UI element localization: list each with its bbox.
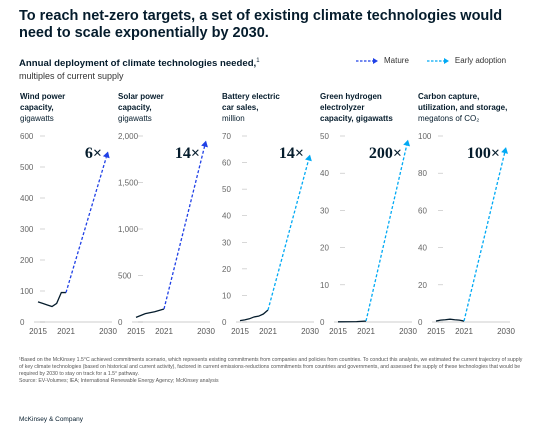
panel-title-line: Solar power xyxy=(118,92,164,101)
y-tick-label: 30 xyxy=(320,206,329,215)
projection-arrowhead xyxy=(403,139,411,147)
legend-item-early: Early adoption xyxy=(426,56,507,65)
panel-title-line: gigawatts xyxy=(20,114,54,123)
y-tick-label: 50 xyxy=(222,185,231,194)
y-tick-label: 80 xyxy=(418,169,427,178)
y-tick-label: 0 xyxy=(222,318,227,327)
y-tick-label: 0 xyxy=(20,318,25,327)
source-text: Source: EV-Volumes; IEA; International R… xyxy=(19,378,219,384)
x-tick-label: 2021 xyxy=(57,327,75,336)
multiplier-label: 200× xyxy=(369,145,402,162)
y-tick-label: 60 xyxy=(418,206,427,215)
y-tick-label: 500 xyxy=(20,163,34,172)
legend-label-early: Early adoption xyxy=(454,56,507,65)
historical-series-line xyxy=(337,320,367,323)
panel-title-line: gigawatts xyxy=(118,114,152,123)
projection-arrowhead xyxy=(501,147,508,154)
brand-logo-text: McKinsey & Company xyxy=(19,416,83,423)
panel-title-line: Wind power xyxy=(20,92,65,101)
multiplier-label: 100× xyxy=(467,145,500,162)
legend-label-mature: Mature xyxy=(384,56,409,65)
legend-swatch-mature xyxy=(356,57,378,64)
x-tick-label: 2015 xyxy=(427,327,445,336)
x-tick-label: 2021 xyxy=(455,327,473,336)
small-multiples-chart: Wind powercapacity,gigawatts010020030040… xyxy=(20,92,515,336)
y-tick-label: 2,000 xyxy=(118,132,139,141)
y-tick-label: 200 xyxy=(20,256,34,265)
legend: Mature Early adoption xyxy=(356,56,524,65)
y-tick-label: 30 xyxy=(222,238,231,247)
x-tick-label: 2015 xyxy=(329,327,347,336)
x-tick-label: 2015 xyxy=(231,327,249,336)
y-tick-label: 0 xyxy=(118,318,123,327)
x-tick-label: 2015 xyxy=(127,327,145,336)
projection-series-line xyxy=(463,152,506,322)
y-tick-label: 100 xyxy=(418,132,432,141)
y-tick-label: 600 xyxy=(20,132,34,141)
y-tick-label: 0 xyxy=(320,318,325,327)
footnote-text: ¹Based on the McKinsey 1.5°C achieved co… xyxy=(19,357,523,377)
x-tick-label: 2021 xyxy=(357,327,375,336)
historical-series-line xyxy=(135,308,165,318)
x-tick-label: 2021 xyxy=(155,327,173,336)
x-tick-label: 2030 xyxy=(399,327,417,336)
x-tick-label: 2021 xyxy=(259,327,277,336)
multiplier-label: 6× xyxy=(85,145,102,162)
y-tick-label: 60 xyxy=(222,159,231,168)
footnote-marker: 1 xyxy=(256,58,260,64)
y-tick-label: 40 xyxy=(418,244,427,253)
y-tick-label: 1,000 xyxy=(118,225,139,234)
historical-series-line xyxy=(239,309,269,322)
panel-title-line: car sales, xyxy=(222,103,258,112)
panel-title-line: capacity, xyxy=(118,103,152,112)
panel-title-line: capacity, gigawatts xyxy=(320,114,393,123)
panel-title-line: Green hydrogen xyxy=(320,92,382,101)
y-tick-label: 0 xyxy=(418,318,423,327)
multiplier-label: 14× xyxy=(175,145,200,162)
legend-item-mature: Mature xyxy=(356,56,409,65)
y-tick-label: 40 xyxy=(320,169,329,178)
chart-subtitle-unit: multiples of current supply xyxy=(19,71,124,81)
projection-arrowhead xyxy=(305,154,312,162)
x-tick-label: 2030 xyxy=(497,327,515,336)
footnote-block: ¹Based on the McKinsey 1.5°C achieved co… xyxy=(19,357,524,385)
y-tick-label: 300 xyxy=(20,225,34,234)
projection-series-line xyxy=(65,157,107,293)
panel-title-line: megatons of CO₂ xyxy=(418,114,479,123)
y-tick-label: 500 xyxy=(118,272,132,281)
panel-title-line: utilization, and storage, xyxy=(418,103,507,112)
y-tick-label: 1,500 xyxy=(118,179,139,188)
y-tick-label: 10 xyxy=(320,281,329,290)
y-tick-label: 70 xyxy=(222,132,231,141)
chart-title: To reach net-zero targets, a set of exis… xyxy=(19,8,503,41)
historical-series-line xyxy=(435,318,465,322)
y-tick-label: 20 xyxy=(418,281,427,290)
y-tick-label: 100 xyxy=(20,287,34,296)
y-tick-label: 50 xyxy=(320,132,329,141)
y-tick-label: 400 xyxy=(20,194,34,203)
projection-series-line xyxy=(267,160,310,311)
projection-series-line xyxy=(365,145,408,322)
y-tick-label: 10 xyxy=(222,291,231,300)
historical-series-line xyxy=(37,291,66,308)
panel-title-line: capacity, xyxy=(20,103,54,112)
projection-arrowhead xyxy=(102,151,110,159)
panel-title-line: million xyxy=(222,114,245,123)
x-tick-label: 2015 xyxy=(29,327,47,336)
x-tick-label: 2030 xyxy=(301,327,319,336)
panel-title-line: Battery electric xyxy=(222,92,280,101)
projection-series-line xyxy=(163,146,206,310)
chart-subtitle: Annual deployment of climate technologie… xyxy=(19,58,260,70)
y-tick-label: 20 xyxy=(320,244,329,253)
y-tick-label: 40 xyxy=(222,212,231,221)
x-tick-label: 2030 xyxy=(99,327,117,336)
panel-title-line: Carbon capture, xyxy=(418,92,479,101)
multiplier-label: 14× xyxy=(279,145,304,162)
projection-arrowhead xyxy=(201,140,208,148)
y-tick-label: 20 xyxy=(222,265,231,274)
legend-swatch-early xyxy=(426,57,449,64)
panel-title-line: electrolyzer xyxy=(320,103,364,112)
x-tick-label: 2030 xyxy=(197,327,215,336)
